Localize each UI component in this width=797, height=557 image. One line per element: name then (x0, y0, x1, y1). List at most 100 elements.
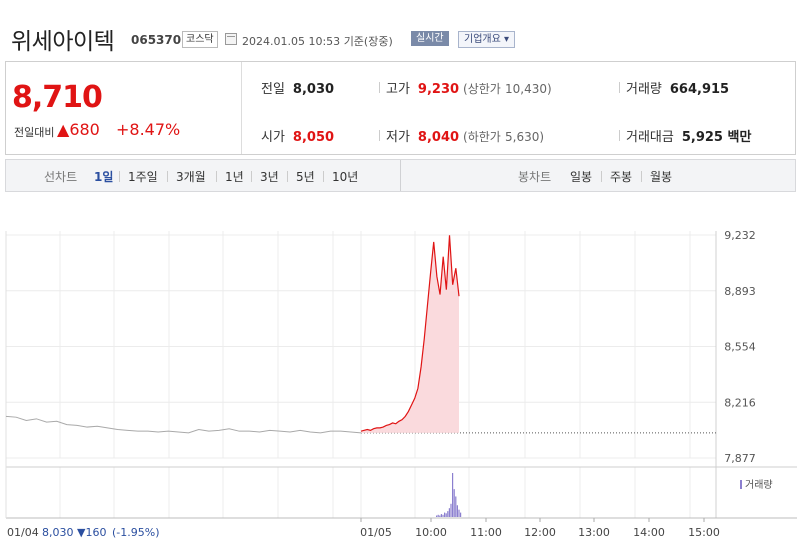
tab-group-divider (400, 160, 401, 191)
open-stat: 시가 8,050 (261, 126, 334, 145)
divider (601, 171, 602, 182)
prev-close-label: 8,030 (42, 526, 74, 539)
tab-10year[interactable]: 10년 (332, 170, 359, 184)
up-arrow-icon: ▲ (57, 120, 70, 139)
x-tick-label: 14:00 (633, 526, 665, 539)
volume-bar (453, 489, 455, 517)
divider (216, 171, 217, 182)
x-axis-ticks: 01/05 10:00 11:00 12:00 13:00 14:00 15:00 (360, 518, 720, 539)
divider (119, 171, 120, 182)
volume-bar (450, 503, 452, 517)
divider (379, 82, 380, 93)
prev-close-label: 전일 (261, 82, 285, 97)
volume-bar (448, 508, 450, 517)
today-area-fill (361, 235, 459, 433)
volume-legend-swatch (740, 480, 742, 489)
prev-change-pct-label: (-1.95%) (112, 526, 160, 539)
high-stat: 고가 9,230 (상한가 10,430) (386, 78, 552, 97)
divider (619, 130, 620, 141)
y-tick-label: 7,877 (724, 452, 756, 465)
low-value: 8,040 (417, 130, 460, 145)
prev-day-line (5, 415, 362, 434)
upper-limit-label: (상한가 (463, 82, 501, 96)
trade-value-label: 거래대금 (626, 130, 674, 145)
chart-tabs: 선차트 1일 1주일 3개월 1년 3년 5년 10년 봉차트 일봉 주봉 월봉 (5, 159, 796, 192)
prev-change-label: ▼160 (77, 526, 106, 539)
tab-1day[interactable]: 1일 (94, 170, 114, 184)
high-value: 9,230 (417, 82, 460, 97)
x-tick-label: 12:00 (524, 526, 556, 539)
low-stat: 저가 8,040 (하한가 5,630) (386, 126, 544, 145)
intraday-price-chart: 9,232 8,893 8,554 8,216 7,877 거래량 01/05 10:00… (5, 229, 797, 539)
today-line (360, 235, 460, 432)
today-price-series (360, 235, 460, 432)
prev-close-stat: 전일 8,030 (261, 78, 334, 97)
low-label: 저가 (386, 130, 410, 145)
x-tick-label: 13:00 (578, 526, 610, 539)
volume-stat: 거래량 664,915 (626, 78, 729, 97)
volume-bar (439, 515, 441, 517)
stock-header: 위세아이텍 065370 코스닥 2024.01.05 10:53 기준(장중)… (0, 0, 797, 60)
prev-day-summary: 01/04 8,030 ▼160 (-1.95%) (7, 526, 160, 539)
timestamp: 2024.01.05 10:53 기준(장중) (242, 33, 393, 49)
tab-3year[interactable]: 3년 (260, 170, 279, 184)
volume-legend-label: 거래량 (745, 479, 773, 491)
tab-weekly-candle[interactable]: 주봉 (610, 170, 633, 184)
tab-daily-candle[interactable]: 일봉 (570, 170, 593, 184)
volume-label: 거래량 (626, 82, 662, 97)
volume-bar (456, 505, 458, 517)
y-tick-label: 8,893 (724, 285, 756, 298)
market-badge: 코스닥 (182, 31, 218, 48)
x-tick-label: 15:00 (688, 526, 720, 539)
current-price: 8,710 (12, 80, 103, 115)
chart-grid (5, 231, 797, 519)
lower-limit-value: 5,630) (505, 130, 545, 144)
volume-bars: 거래량 (436, 473, 773, 517)
x-tick-label: 10:00 (415, 526, 447, 539)
volume-bar (452, 473, 454, 517)
change-amount: 680 (69, 120, 100, 139)
candle-chart-label: 봉차트 (518, 170, 552, 184)
open-value: 8,050 (292, 130, 335, 145)
open-label: 시가 (261, 130, 285, 145)
volume-bar (460, 512, 462, 517)
tab-5year[interactable]: 5년 (296, 170, 315, 184)
divider (323, 171, 324, 182)
tab-1week[interactable]: 1주일 (128, 170, 158, 184)
realtime-button[interactable]: 실시간 (411, 31, 449, 46)
volume-bar (440, 514, 442, 517)
volume-bar (436, 515, 438, 517)
trade-value-value: 5,925 백만 (681, 130, 752, 145)
divider (379, 130, 380, 141)
stock-code: 065370 (131, 33, 182, 47)
tab-monthly-candle[interactable]: 월봉 (650, 170, 673, 184)
lower-limit-label: (하한가 (463, 130, 501, 144)
change-value: ▲680 (57, 120, 100, 139)
timestamp-value: 2024.01.05 10:53 (242, 35, 341, 48)
line-chart-label: 선차트 (44, 170, 78, 184)
quote-summary: 8,710 전일대비 ▲680 +8.47% 전일 8,030 고가 9,230 (상… (5, 61, 796, 155)
x-tick-label: 11:00 (470, 526, 502, 539)
divider (619, 82, 620, 93)
tab-3month[interactable]: 3개월 (176, 170, 206, 184)
calendar-icon (225, 33, 237, 45)
current-price-panel: 8,710 전일대비 ▲680 +8.47% (6, 62, 242, 154)
change-percent: +8.47% (116, 120, 181, 139)
change-label: 전일대비 (14, 126, 55, 139)
upper-limit-value: 10,430) (505, 82, 552, 96)
volume-bar (445, 513, 447, 517)
trade-value-stat: 거래대금 5,925 백만 (626, 126, 751, 145)
company-name: 위세아이텍 (11, 29, 115, 55)
tab-1year[interactable]: 1년 (225, 170, 244, 184)
prev-day-price-series (5, 415, 362, 434)
volume-bar (444, 512, 446, 517)
high-label: 고가 (386, 82, 410, 97)
y-tick-label: 8,216 (724, 396, 756, 409)
x-tick-label: 01/05 (360, 526, 392, 539)
divider (287, 171, 288, 182)
time-basis: 기준(장중) (343, 35, 393, 48)
price-area (361, 235, 459, 433)
company-overview-button[interactable]: 기업개요 ▾ (458, 31, 515, 48)
volume-value: 664,915 (669, 82, 730, 97)
volume-bar (458, 509, 460, 517)
